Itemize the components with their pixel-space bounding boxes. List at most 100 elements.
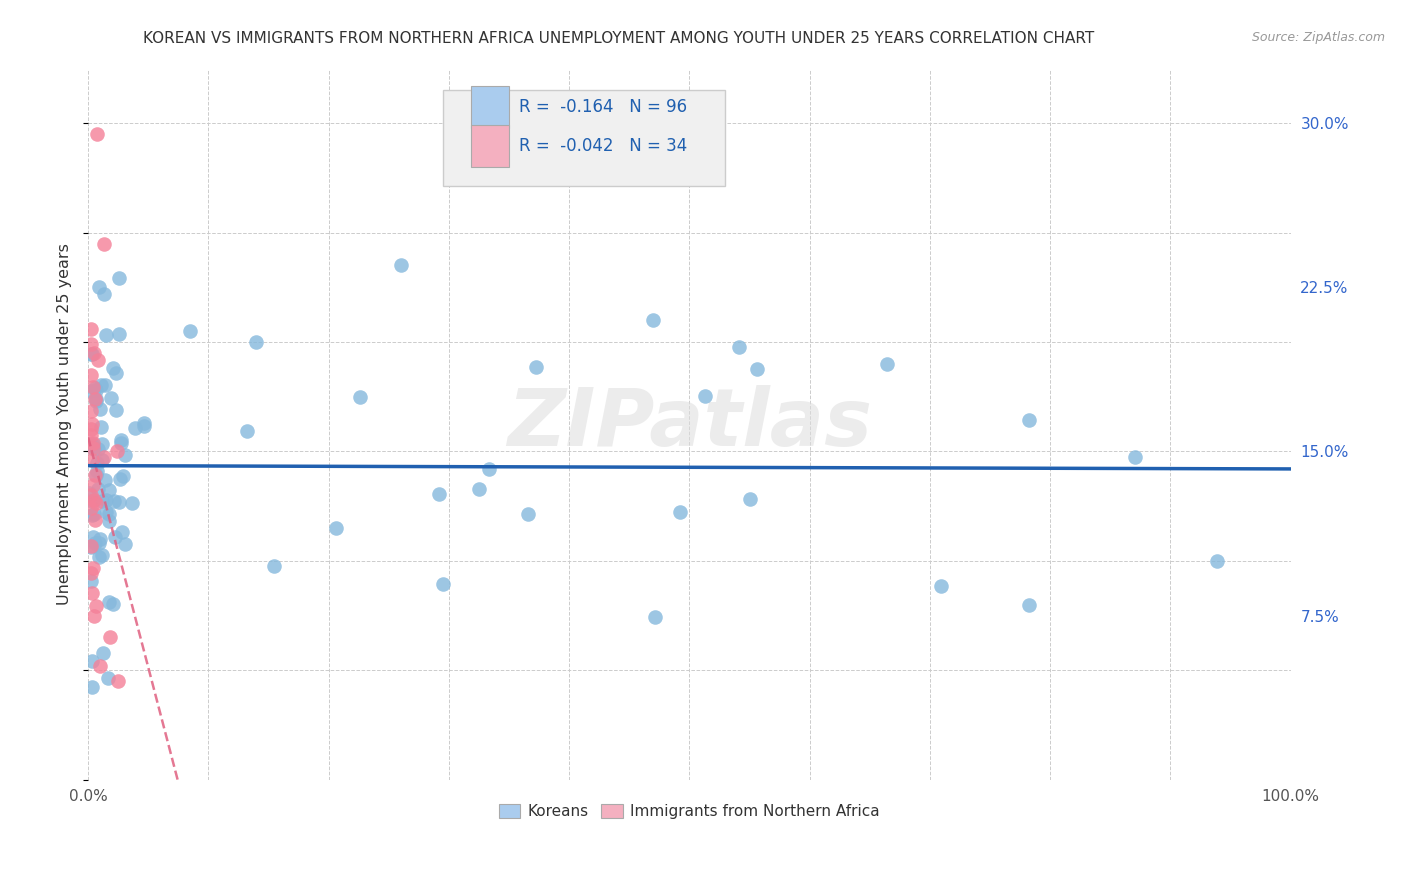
- Point: [90, 378, 112, 392]
- Point: [114, 448, 136, 462]
- Point: [84, 495, 107, 509]
- Point: [83, 442, 105, 456]
- Point: [517, 508, 540, 522]
- Point: [94, 378, 117, 392]
- Point: [94, 474, 117, 488]
- Point: [82, 442, 104, 456]
- Point: [98, 507, 121, 521]
- Point: [83, 493, 105, 508]
- Point: [84, 394, 107, 409]
- Point: [669, 505, 692, 519]
- Text: KOREAN VS IMMIGRANTS FROM NORTHERN AFRICA UNEMPLOYMENT AMONG YOUTH UNDER 25 YEAR: KOREAN VS IMMIGRANTS FROM NORTHERN AFRIC…: [143, 31, 1094, 46]
- Y-axis label: Unemployment Among Youth under 25 years: Unemployment Among Youth under 25 years: [58, 244, 72, 605]
- Text: Source: ZipAtlas.com: Source: ZipAtlas.com: [1251, 31, 1385, 45]
- Point: [80, 574, 103, 588]
- FancyBboxPatch shape: [443, 90, 725, 186]
- Point: [80, 347, 103, 361]
- Point: [90, 437, 112, 451]
- Point: [114, 537, 136, 551]
- Point: [110, 433, 132, 447]
- Point: [83, 346, 105, 360]
- Point: [79, 428, 101, 442]
- Point: [929, 579, 952, 593]
- Text: ZIPatlas: ZIPatlas: [508, 385, 872, 463]
- Point: [86, 384, 108, 398]
- Point: [87, 352, 110, 367]
- Point: [84, 467, 107, 482]
- Point: [101, 597, 124, 611]
- Point: [89, 419, 111, 434]
- Point: [107, 674, 129, 689]
- Point: [87, 280, 110, 294]
- Point: [745, 362, 768, 376]
- Point: [79, 488, 101, 502]
- Point: [100, 391, 122, 405]
- Point: [93, 236, 115, 251]
- Point: [121, 496, 143, 510]
- Point: [132, 419, 155, 434]
- Point: [432, 577, 454, 591]
- Point: [82, 435, 104, 450]
- Point: [83, 381, 105, 395]
- Point: [79, 486, 101, 500]
- Point: [83, 507, 105, 521]
- Point: [104, 403, 127, 417]
- Point: [97, 671, 120, 685]
- Point: [644, 610, 666, 624]
- FancyBboxPatch shape: [471, 87, 509, 128]
- Point: [427, 487, 450, 501]
- Point: [91, 549, 114, 563]
- Point: [82, 494, 104, 508]
- Point: [80, 654, 103, 668]
- Point: [112, 469, 135, 483]
- Point: [80, 439, 103, 453]
- Point: [263, 559, 285, 574]
- Point: [89, 658, 111, 673]
- Point: [79, 322, 101, 336]
- Point: [80, 680, 103, 694]
- Point: [468, 482, 491, 496]
- Point: [86, 127, 108, 141]
- Point: [98, 595, 121, 609]
- Point: [82, 586, 104, 600]
- Point: [87, 536, 110, 550]
- Point: [79, 368, 101, 382]
- Point: [82, 379, 104, 393]
- Text: R =  -0.164   N = 96: R = -0.164 N = 96: [519, 98, 686, 116]
- Point: [89, 549, 111, 564]
- Point: [876, 357, 898, 371]
- Point: [389, 259, 412, 273]
- Point: [82, 508, 104, 522]
- Point: [325, 521, 347, 535]
- Point: [94, 493, 117, 508]
- Point: [98, 631, 121, 645]
- Point: [84, 599, 107, 613]
- Point: [91, 453, 114, 467]
- Point: [87, 442, 110, 457]
- Point: [80, 453, 103, 467]
- Point: [79, 422, 101, 436]
- Point: [1018, 598, 1040, 612]
- Point: [108, 495, 131, 509]
- Point: [79, 404, 101, 418]
- Point: [87, 482, 110, 496]
- Point: [86, 392, 108, 406]
- Point: [91, 646, 114, 660]
- FancyBboxPatch shape: [471, 126, 509, 168]
- Point: [110, 435, 132, 450]
- Point: [79, 336, 101, 351]
- Point: [103, 493, 125, 508]
- Point: [108, 270, 131, 285]
- Point: [1018, 413, 1040, 427]
- Text: R =  -0.042   N = 34: R = -0.042 N = 34: [519, 137, 688, 155]
- Point: [96, 327, 118, 342]
- Point: [524, 360, 547, 375]
- Point: [79, 500, 101, 515]
- Point: [89, 532, 111, 546]
- Point: [93, 450, 115, 464]
- Point: [82, 436, 104, 450]
- Point: [83, 608, 105, 623]
- Point: [105, 444, 128, 458]
- Point: [86, 464, 108, 478]
- Point: [80, 539, 103, 553]
